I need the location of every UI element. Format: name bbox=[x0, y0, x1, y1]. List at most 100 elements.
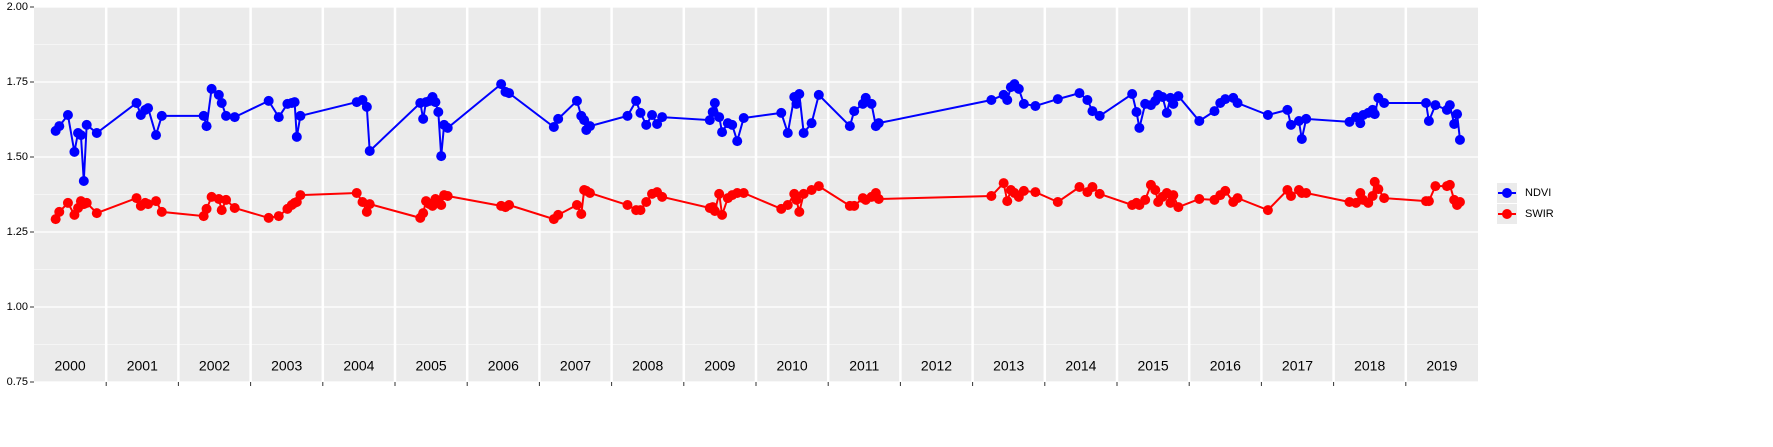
year-label: 2010 bbox=[777, 358, 808, 374]
point bbox=[548, 122, 559, 132]
legend-point bbox=[1502, 209, 1512, 219]
point bbox=[1444, 100, 1455, 111]
point bbox=[1161, 107, 1172, 118]
point bbox=[1454, 134, 1465, 145]
point bbox=[1282, 104, 1293, 115]
point bbox=[156, 206, 167, 217]
point bbox=[1087, 182, 1098, 192]
point bbox=[430, 97, 441, 108]
point bbox=[709, 98, 720, 108]
point bbox=[201, 203, 212, 214]
year-label: 2005 bbox=[416, 358, 447, 374]
point bbox=[1232, 98, 1243, 108]
point bbox=[1262, 205, 1273, 216]
point bbox=[496, 79, 507, 90]
point bbox=[631, 95, 642, 106]
point bbox=[1220, 185, 1231, 196]
point bbox=[1286, 119, 1297, 130]
point bbox=[1430, 100, 1441, 111]
point bbox=[791, 98, 802, 109]
point bbox=[143, 199, 154, 210]
point bbox=[1173, 202, 1184, 213]
point bbox=[364, 146, 375, 156]
point bbox=[1220, 94, 1231, 105]
point bbox=[1018, 185, 1029, 196]
point bbox=[866, 98, 877, 109]
y-tick-label: 1.50 bbox=[7, 151, 28, 163]
point bbox=[54, 121, 65, 132]
y-tick-label: 1.75 bbox=[7, 76, 28, 88]
point bbox=[1052, 197, 1063, 207]
point bbox=[553, 113, 564, 124]
point bbox=[1030, 187, 1041, 198]
point bbox=[571, 95, 582, 106]
point bbox=[1423, 196, 1434, 207]
point bbox=[1454, 197, 1465, 207]
point bbox=[1052, 94, 1063, 105]
point bbox=[1286, 191, 1297, 201]
point bbox=[1168, 98, 1179, 109]
point bbox=[442, 191, 453, 201]
point bbox=[504, 88, 515, 99]
y-tick-label: 1.25 bbox=[7, 226, 28, 238]
point bbox=[717, 127, 728, 138]
point bbox=[1013, 83, 1024, 94]
point bbox=[782, 128, 793, 138]
point bbox=[81, 119, 92, 130]
y-tick-label: 1.00 bbox=[7, 301, 28, 313]
point bbox=[221, 110, 232, 121]
point bbox=[1369, 109, 1380, 120]
point bbox=[641, 119, 652, 130]
point bbox=[504, 200, 515, 210]
point bbox=[1150, 185, 1161, 195]
point bbox=[714, 112, 725, 123]
point bbox=[156, 110, 167, 121]
point bbox=[647, 110, 658, 120]
point bbox=[229, 112, 240, 123]
point bbox=[732, 136, 743, 147]
year-label: 2009 bbox=[704, 358, 735, 374]
point bbox=[1194, 116, 1205, 126]
point bbox=[1002, 95, 1013, 105]
point bbox=[78, 176, 89, 186]
point bbox=[813, 89, 824, 100]
point bbox=[553, 209, 564, 220]
point bbox=[657, 191, 668, 202]
year-label: 2002 bbox=[199, 358, 230, 374]
legend-point bbox=[1502, 188, 1512, 198]
point bbox=[1296, 134, 1307, 144]
point bbox=[143, 103, 154, 114]
point bbox=[198, 110, 209, 121]
point bbox=[216, 98, 227, 108]
point bbox=[776, 107, 787, 118]
point bbox=[844, 121, 855, 132]
point bbox=[91, 208, 102, 219]
point bbox=[295, 110, 306, 121]
point bbox=[229, 203, 240, 213]
point bbox=[263, 212, 274, 223]
point bbox=[151, 130, 162, 141]
year-label: 2006 bbox=[488, 358, 519, 374]
point bbox=[1449, 119, 1460, 129]
point bbox=[273, 112, 284, 123]
point bbox=[1094, 110, 1105, 121]
point bbox=[361, 101, 372, 112]
year-label: 2015 bbox=[1138, 358, 1169, 374]
point bbox=[213, 89, 224, 100]
point bbox=[436, 151, 447, 162]
point bbox=[289, 97, 300, 108]
point bbox=[849, 200, 860, 211]
point bbox=[813, 181, 824, 192]
y-tick-label: 2.00 bbox=[7, 1, 28, 13]
point bbox=[571, 200, 582, 210]
point bbox=[221, 194, 232, 205]
point bbox=[1074, 182, 1085, 192]
point bbox=[1134, 122, 1145, 133]
point bbox=[418, 113, 429, 124]
point bbox=[1421, 98, 1432, 108]
point bbox=[54, 206, 65, 217]
point bbox=[1379, 98, 1390, 108]
point bbox=[81, 197, 92, 208]
year-label: 2004 bbox=[343, 358, 374, 374]
year-label: 2000 bbox=[55, 358, 86, 374]
